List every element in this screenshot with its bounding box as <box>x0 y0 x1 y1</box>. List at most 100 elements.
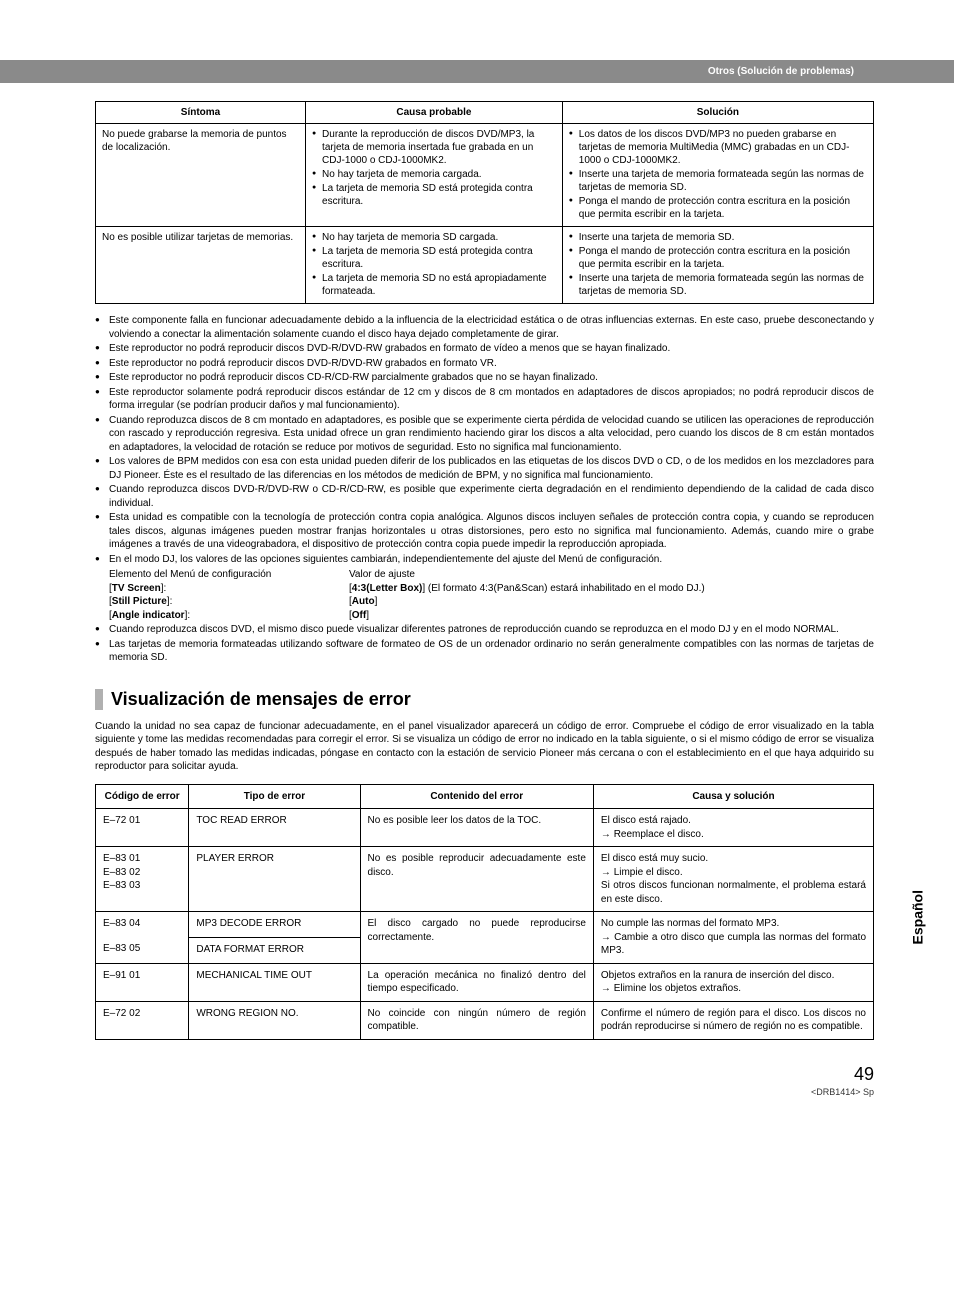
note-item: Cuando reproduzca discos de 8 cm montado… <box>95 414 874 455</box>
cell: WRONG REGION NO. <box>189 1001 360 1039</box>
settings-row: [TV Screen]:[4:3(Letter Box)] (El format… <box>109 582 874 596</box>
th-cause: Causa probable <box>306 102 563 124</box>
settings-header-k: Elemento del Menú de configuración <box>109 568 349 582</box>
settings-key: [Still Picture]: <box>109 595 349 609</box>
text: El disco está rajado. <box>601 815 691 826</box>
cell: No es posible reproducir adecuadamente e… <box>360 847 593 912</box>
cell: DATA FORMAT ERROR <box>189 937 360 963</box>
section-intro: Cuando la unidad no sea capaz de funcion… <box>95 720 874 774</box>
cell: No cumple las normas del formato MP3. Ca… <box>593 912 873 964</box>
cell: La operación mecánica no finalizó dentro… <box>360 963 593 1001</box>
cell: Objetos extraños en la ranura de inserci… <box>593 963 873 1001</box>
note-item: Cuando reproduzca discos DVD-R/DVD-RW o … <box>95 483 874 510</box>
th-symptom: Síntoma <box>96 102 306 124</box>
note-item: Este reproductor no podrá reproducir dis… <box>95 342 874 356</box>
troubleshooting-table: Síntoma Causa probable Solución No puede… <box>95 101 874 304</box>
cell: E–91 01 <box>96 963 189 1001</box>
bullet-text: Inserte una tarjeta de memoria formatead… <box>569 272 867 298</box>
text: E–83 02 <box>103 867 140 878</box>
cell: E–72 01 <box>96 809 189 847</box>
cell: El disco está rajado. Reemplace el disco… <box>593 809 873 847</box>
bullet-text: La tarjeta de memoria SD está protegida … <box>312 245 556 271</box>
cell: No es posible leer los datos de la TOC. <box>360 809 593 847</box>
cell-cause: Durante la reproducción de discos DVD/MP… <box>306 124 563 227</box>
arrow-text: Cambie a otro disco que cumpla las norma… <box>601 932 866 957</box>
text: Objetos extraños en la ranura de inserci… <box>601 970 834 981</box>
cell-symptom: No puede grabarse la memoria de puntos d… <box>96 124 306 227</box>
settings-value: [Off] <box>349 609 874 623</box>
bullet-text: Ponga el mando de protección contra escr… <box>569 195 867 221</box>
settings-key: [Angle indicator]: <box>109 609 349 623</box>
page: Otros (Solución de problemas) Síntoma Ca… <box>0 0 954 1137</box>
bullet-text: Durante la reproducción de discos DVD/MP… <box>312 128 556 167</box>
cell: E–72 02 <box>96 1001 189 1039</box>
cell: MP3 DECODE ERROR <box>189 912 360 938</box>
section-title: Visualización de mensajes de error <box>95 689 874 710</box>
cell: El disco está muy sucio. Limpie el disco… <box>593 847 873 912</box>
bullet-text: Ponga el mando de protección contra escr… <box>569 245 867 271</box>
note-item: Este componente falla en funcionar adecu… <box>95 314 874 341</box>
table-row: E–72 01 TOC READ ERROR No es posible lee… <box>96 809 874 847</box>
arrow-text: Reemplace el disco. <box>601 829 704 840</box>
text: E–83 03 <box>103 880 140 891</box>
cell: E–83 05 <box>96 937 189 963</box>
bullet-text: Inserte una tarjeta de memoria formatead… <box>569 168 867 194</box>
settings-value: [4:3(Letter Box)] (El formato 4:3(Pan&Sc… <box>349 582 874 596</box>
cell-symptom: No es posible utilizar tarjetas de memor… <box>96 227 306 304</box>
cell: MECHANICAL TIME OUT <box>189 963 360 1001</box>
cell: E–83 04 <box>96 912 189 938</box>
header-text: Otros (Solución de problemas) <box>708 66 854 77</box>
header-bar: Otros (Solución de problemas) <box>0 60 954 83</box>
cell: Confirme el número de región para el dis… <box>593 1001 873 1039</box>
th-content: Contenido del error <box>360 784 593 809</box>
settings-row: [Still Picture]:[Auto] <box>109 595 874 609</box>
settings-key: [TV Screen]: <box>109 582 349 596</box>
cell: TOC READ ERROR <box>189 809 360 847</box>
table-header-row: Código de error Tipo de error Contenido … <box>96 784 874 809</box>
bullet-text: No hay tarjeta de memoria cargada. <box>312 168 556 181</box>
notes-list: Este componente falla en funcionar adecu… <box>95 314 874 665</box>
bullet-text: La tarjeta de memoria SD está protegida … <box>312 182 556 208</box>
cell-cause: No hay tarjeta de memoria SD cargada.La … <box>306 227 563 304</box>
settings-row: [Angle indicator]:[Off] <box>109 609 874 623</box>
language-tab: Español <box>909 890 925 944</box>
th-cause-sol: Causa y solución <box>593 784 873 809</box>
settings-value: [Auto] <box>349 595 874 609</box>
table-row: No es posible utilizar tarjetas de memor… <box>96 227 874 304</box>
cell: E–83 01 E–83 02 E–83 03 <box>96 847 189 912</box>
bullet-text: Inserte una tarjeta de memoria SD. <box>569 231 867 244</box>
error-table: Código de error Tipo de error Contenido … <box>95 784 874 1040</box>
table-row: E–72 02 WRONG REGION NO. No coincide con… <box>96 1001 874 1039</box>
note-item: Los valores de BPM medidos con esa con e… <box>95 455 874 482</box>
note-item: Este reproductor no podrá reproducir dis… <box>95 357 874 371</box>
table-row: No puede grabarse la memoria de puntos d… <box>96 124 874 227</box>
cell-solution: Los datos de los discos DVD/MP3 no puede… <box>562 124 873 227</box>
cell: PLAYER ERROR <box>189 847 360 912</box>
note-item: Este reproductor no podrá reproducir dis… <box>95 371 874 385</box>
arrow-text: Limpie el disco. <box>601 867 683 878</box>
settings-header-v: Valor de ajuste <box>349 568 874 582</box>
table-row: E–83 01 E–83 02 E–83 03 PLAYER ERROR No … <box>96 847 874 912</box>
th-code: Código de error <box>96 784 189 809</box>
page-number: 49 <box>95 1064 874 1085</box>
note-item: Las tarjetas de memoria formateadas util… <box>95 638 874 665</box>
table-row: E–91 01 MECHANICAL TIME OUT La operación… <box>96 963 874 1001</box>
text: Si otros discos funcionan normalmente, e… <box>601 880 866 905</box>
note-item: Esta unidad es compatible con la tecnolo… <box>95 511 874 552</box>
note-item: Cuando reproduzca discos DVD, el mismo d… <box>95 623 874 637</box>
th-type: Tipo de error <box>189 784 360 809</box>
bullet-text: No hay tarjeta de memoria SD cargada. <box>312 231 556 244</box>
note-item: Este reproductor solamente podrá reprodu… <box>95 386 874 413</box>
cell: No coincide con ningún número de región … <box>360 1001 593 1039</box>
note-item: En el modo DJ, los valores de las opcion… <box>95 553 874 623</box>
arrow-text: Elimine los objetos extraños. <box>601 983 741 994</box>
page-footer: <DRB1414> Sp <box>95 1087 874 1097</box>
table-row: E–83 04 MP3 DECODE ERROR El disco cargad… <box>96 912 874 938</box>
th-solution: Solución <box>562 102 873 124</box>
settings-sublist: Elemento del Menú de configuraciónValor … <box>109 568 874 622</box>
text: El disco está muy sucio. <box>601 853 708 864</box>
bullet-text: La tarjeta de memoria SD no está apropia… <box>312 272 556 298</box>
cell-solution: Inserte una tarjeta de memoria SD.Ponga … <box>562 227 873 304</box>
text: E–83 01 <box>103 853 140 864</box>
table-header-row: Síntoma Causa probable Solución <box>96 102 874 124</box>
